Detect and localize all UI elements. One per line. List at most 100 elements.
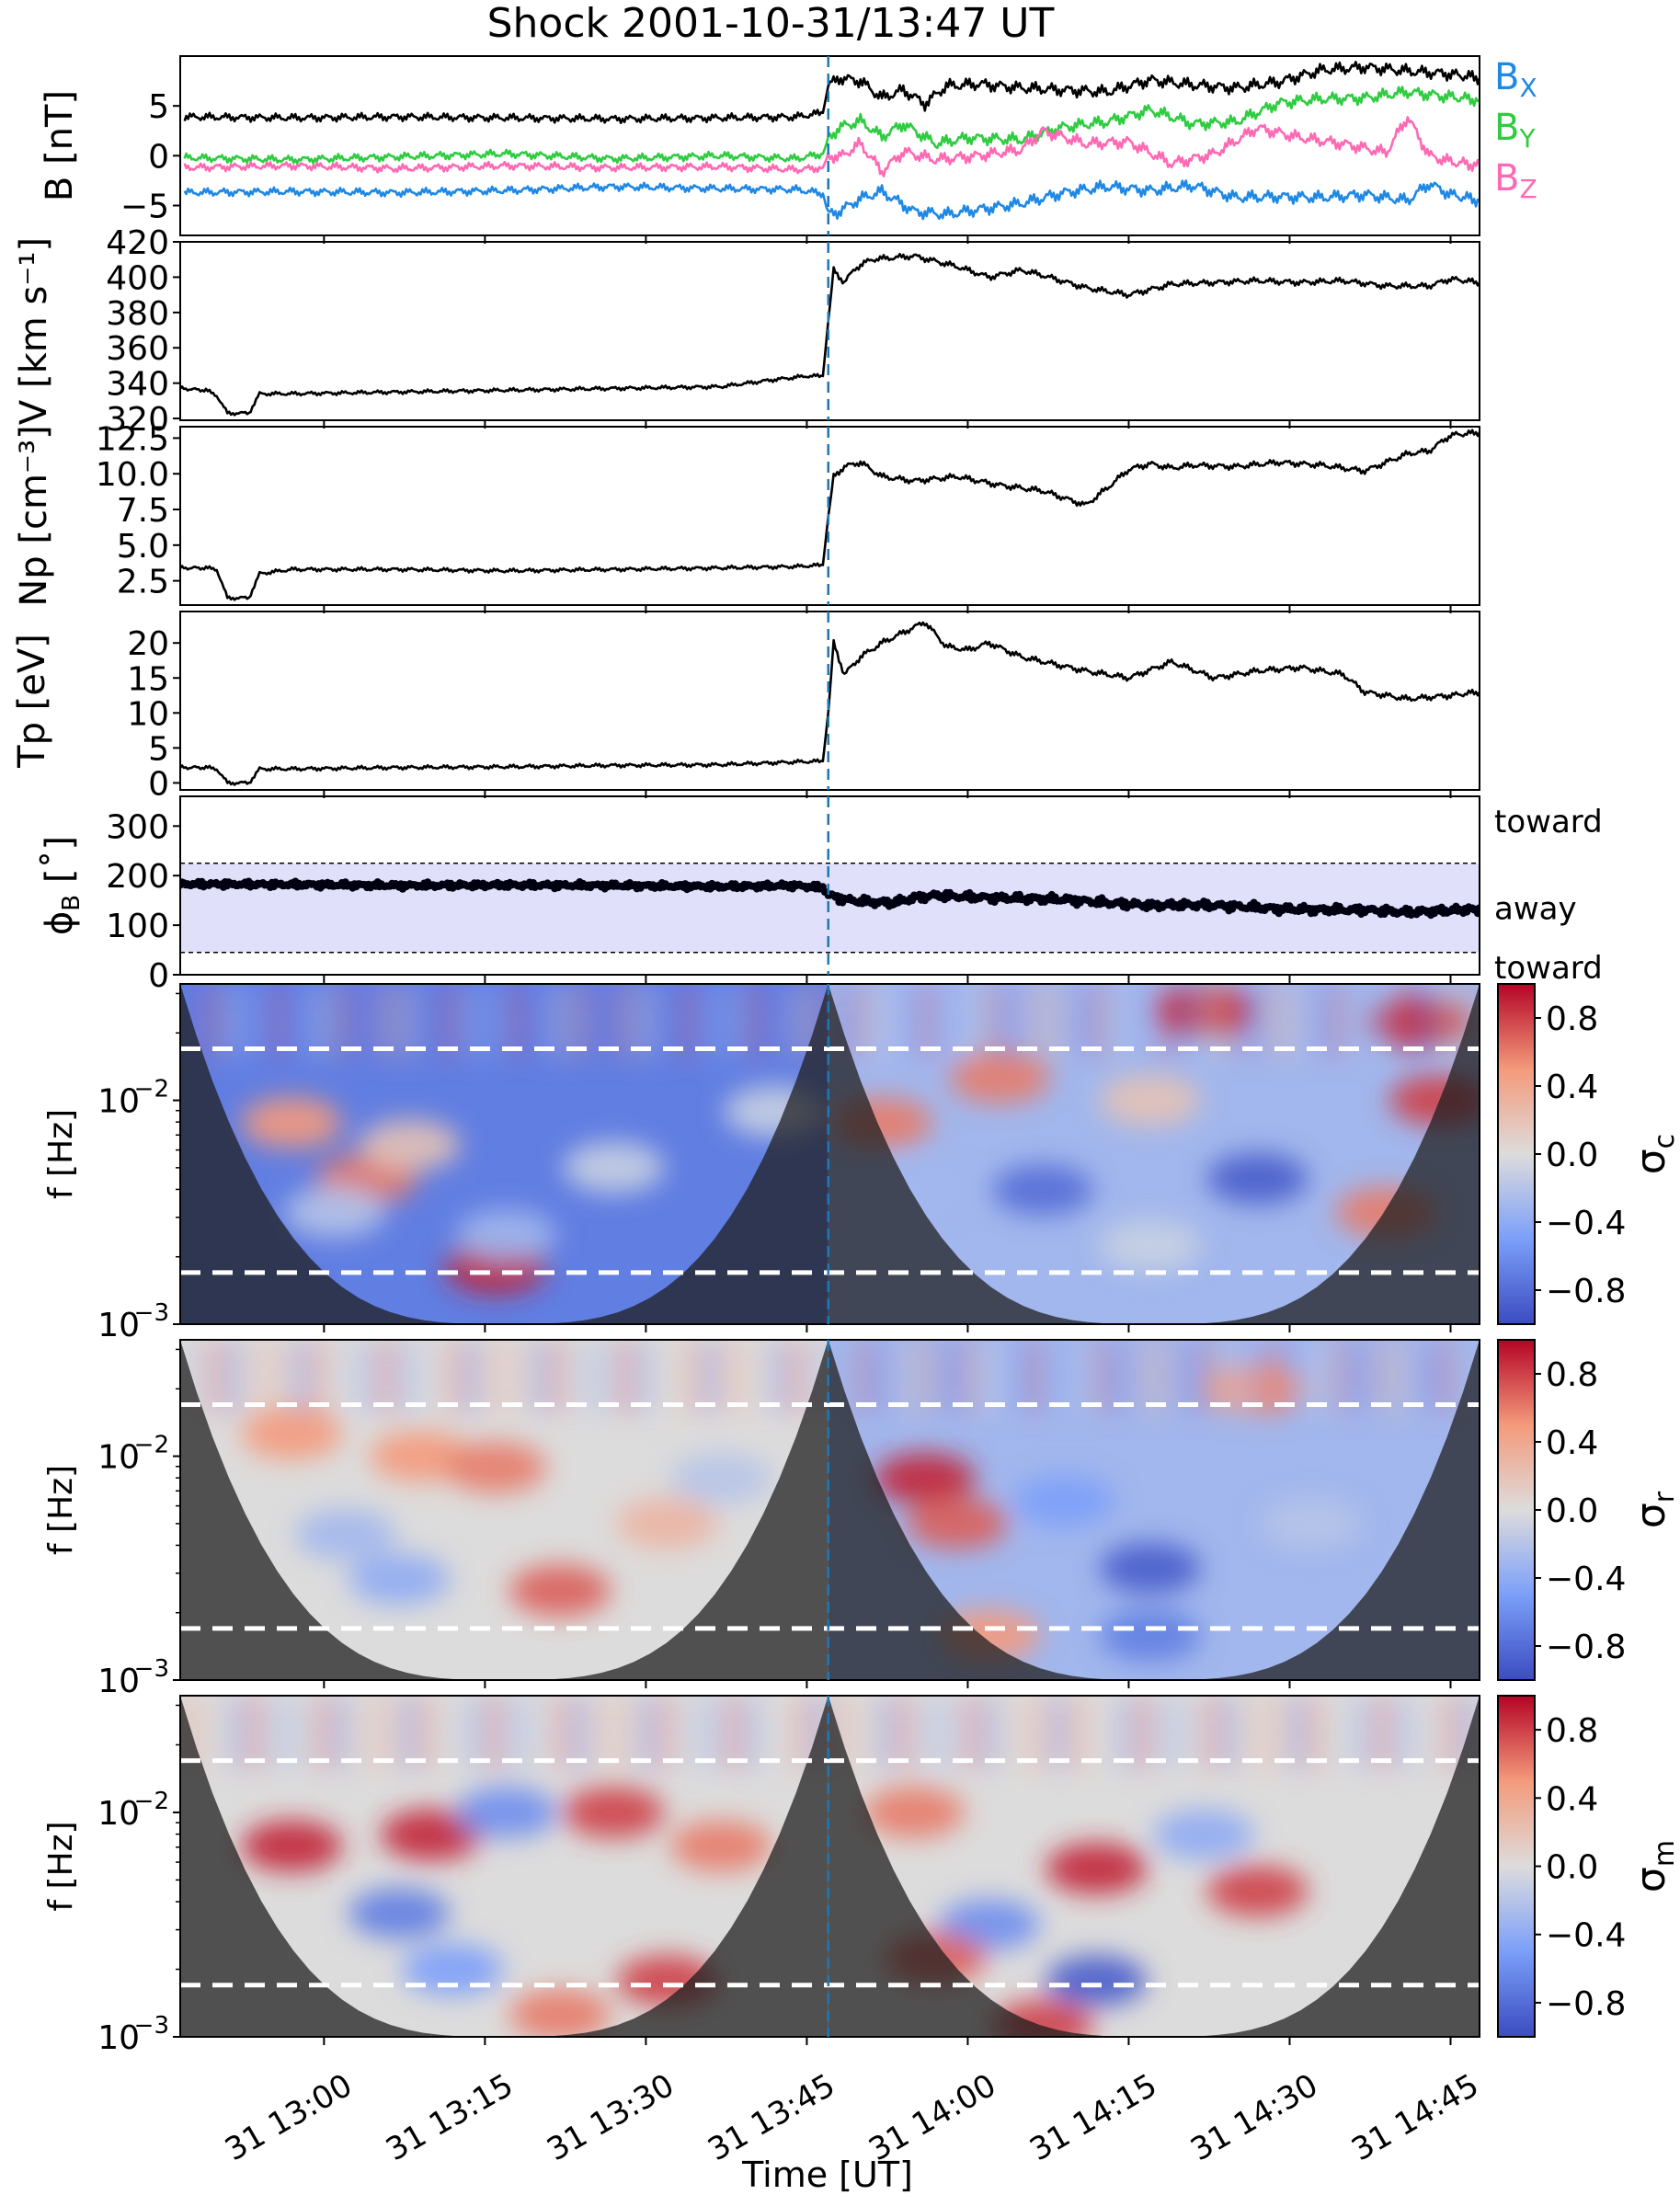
heatmap-striation (337, 1340, 349, 1413)
y-tick-label: −5 (120, 189, 169, 226)
heatmap-sigma_r (180, 1340, 1480, 1680)
heatmap-striation (1203, 984, 1215, 1057)
colorbar-tick-label: −0.4 (1546, 1205, 1626, 1242)
series-line-Tp (180, 621, 1480, 786)
y-tick-label: 360 (106, 330, 169, 368)
heatmap-cell-right (1099, 1074, 1201, 1126)
heatmap-striation (1377, 1696, 1389, 1769)
heatmap-striation (293, 1340, 305, 1413)
heatmap-striation (1311, 1340, 1323, 1413)
colorbar-tick-label: 0.0 (1546, 1849, 1598, 1887)
panel-sigma_m: 10−210−3f [Hz]0.80.40.0−0.4−0.8σm (42, 1695, 1680, 2057)
heatmap-striation (207, 1340, 219, 1413)
legend-entry-subscript: Y (1518, 123, 1536, 154)
colorbar-tick-label: 0.8 (1546, 1712, 1598, 1750)
heatmap-striation (792, 1696, 804, 1769)
heatmap-striation (921, 1340, 933, 1413)
axes-frame (179, 1339, 1480, 1681)
y-tick-label: 340 (106, 366, 169, 404)
heatmap-striation (597, 1340, 609, 1413)
heatmap-striation (965, 1696, 977, 1769)
heatmap-striation (1203, 1696, 1215, 1769)
y-tick-label: 5.0 (117, 528, 169, 566)
heatmap-striation (683, 1340, 695, 1413)
heatmap-striation (554, 1340, 566, 1413)
heatmap-striation (1246, 1696, 1258, 1769)
y-axis-label-subscript: B (58, 895, 86, 911)
panel-sigma_r: 10−210−3f [Hz]0.80.40.0−0.4−0.8σr (42, 1339, 1680, 1700)
heatmap-striation (293, 1696, 305, 1769)
heatmap-striation (770, 1696, 782, 1769)
heatmap-striation (1073, 1340, 1085, 1413)
heatmap-cell-left (241, 1096, 343, 1149)
legend-entry-name: B (1494, 157, 1519, 200)
cone-of-influence (828, 1696, 1480, 2037)
x-tick-label: 31 14:30 (1184, 2067, 1324, 2169)
heatmap-cell-left (359, 1119, 461, 1172)
heatmap-striation (271, 1696, 283, 1769)
heatmap-striation (575, 1696, 587, 1769)
colorbar-tick-label: −0.8 (1546, 1629, 1626, 1666)
heatmap-striation (987, 984, 999, 1057)
heatmap-striation (488, 1340, 500, 1413)
heatmap-striation (1008, 1340, 1020, 1413)
heatmap-striation (1116, 984, 1128, 1057)
plot-area-Np (180, 429, 1480, 601)
heatmap-striation (1332, 1696, 1344, 1769)
heatmap-cell-right (1046, 1842, 1148, 1894)
heatmap-striation (1160, 1340, 1171, 1413)
heatmap-striation (554, 1696, 566, 1769)
heatmap-striation (510, 1340, 522, 1413)
heatmap-cell-left (509, 1988, 611, 2037)
y-tick-exponent: −2 (134, 1076, 169, 1103)
heatmap-cell-left (294, 1508, 396, 1561)
heatmap-striation (661, 1696, 673, 1769)
heatmap-striation (402, 1340, 414, 1413)
heatmap-striation (1073, 984, 1085, 1057)
series-line-Np (180, 429, 1480, 601)
heatmap-striation (943, 984, 955, 1057)
cone-of-influence (180, 1696, 829, 2037)
y-tick-label: 200 (106, 858, 169, 896)
y-tick-label: 10 (97, 1663, 140, 1700)
x-tick-label: 31 13:45 (702, 2067, 841, 2169)
legend-entry: BY (1494, 107, 1536, 154)
heatmap-striation (1268, 984, 1280, 1057)
heatmap-striation (1289, 984, 1301, 1057)
colorbar-label: σr (1628, 1491, 1680, 1528)
heatmap-striation (899, 1340, 911, 1413)
sector-label: away (1494, 890, 1577, 927)
heatmap-striation (1051, 1340, 1063, 1413)
heatmap-striation (856, 984, 868, 1057)
heatmap-cell-left (563, 1141, 665, 1194)
heatmap-striation (359, 984, 371, 1057)
colorbar (1497, 1339, 1536, 1681)
chart-title: Shock 2001-10-31/13:47 UT (487, 0, 1055, 47)
colorbar-tick-label: 0.4 (1546, 1069, 1598, 1106)
heatmap-striation (704, 1340, 716, 1413)
panel-Np: 12.510.07.55.02.5 Np [cm⁻³] (13, 420, 1480, 613)
heatmap-striation (943, 1696, 955, 1769)
x-tick-label: 31 14:15 (1023, 2067, 1163, 2169)
heatmap-striation (1030, 1340, 1042, 1413)
heatmap-striation (987, 1340, 999, 1413)
cone-of-influence (828, 1340, 1480, 1680)
heatmap-striation (359, 1340, 371, 1413)
heatmap-striation (445, 984, 457, 1057)
legend-entry-subscript: X (1519, 73, 1537, 103)
heatmap-striation (510, 984, 522, 1057)
heatmap-cell-left (402, 1943, 504, 1995)
x-tick-label: 31 14:45 (1345, 2067, 1485, 2169)
heatmap-striation (856, 1696, 868, 1769)
y-tick-label: 400 (106, 259, 169, 297)
y-tick-label: 10.0 (96, 456, 169, 494)
heatmap-striation (965, 984, 977, 1057)
heatmap-striation (1398, 1696, 1410, 1769)
y-tick-label: 380 (106, 295, 169, 333)
heatmap-cell-left (349, 1887, 451, 1939)
heatmap-striation (1441, 1696, 1453, 1769)
heatmap-striation (921, 984, 933, 1057)
heatmap-striation (271, 1340, 283, 1413)
colorbar-tick-label: −0.8 (1546, 1985, 1626, 2023)
